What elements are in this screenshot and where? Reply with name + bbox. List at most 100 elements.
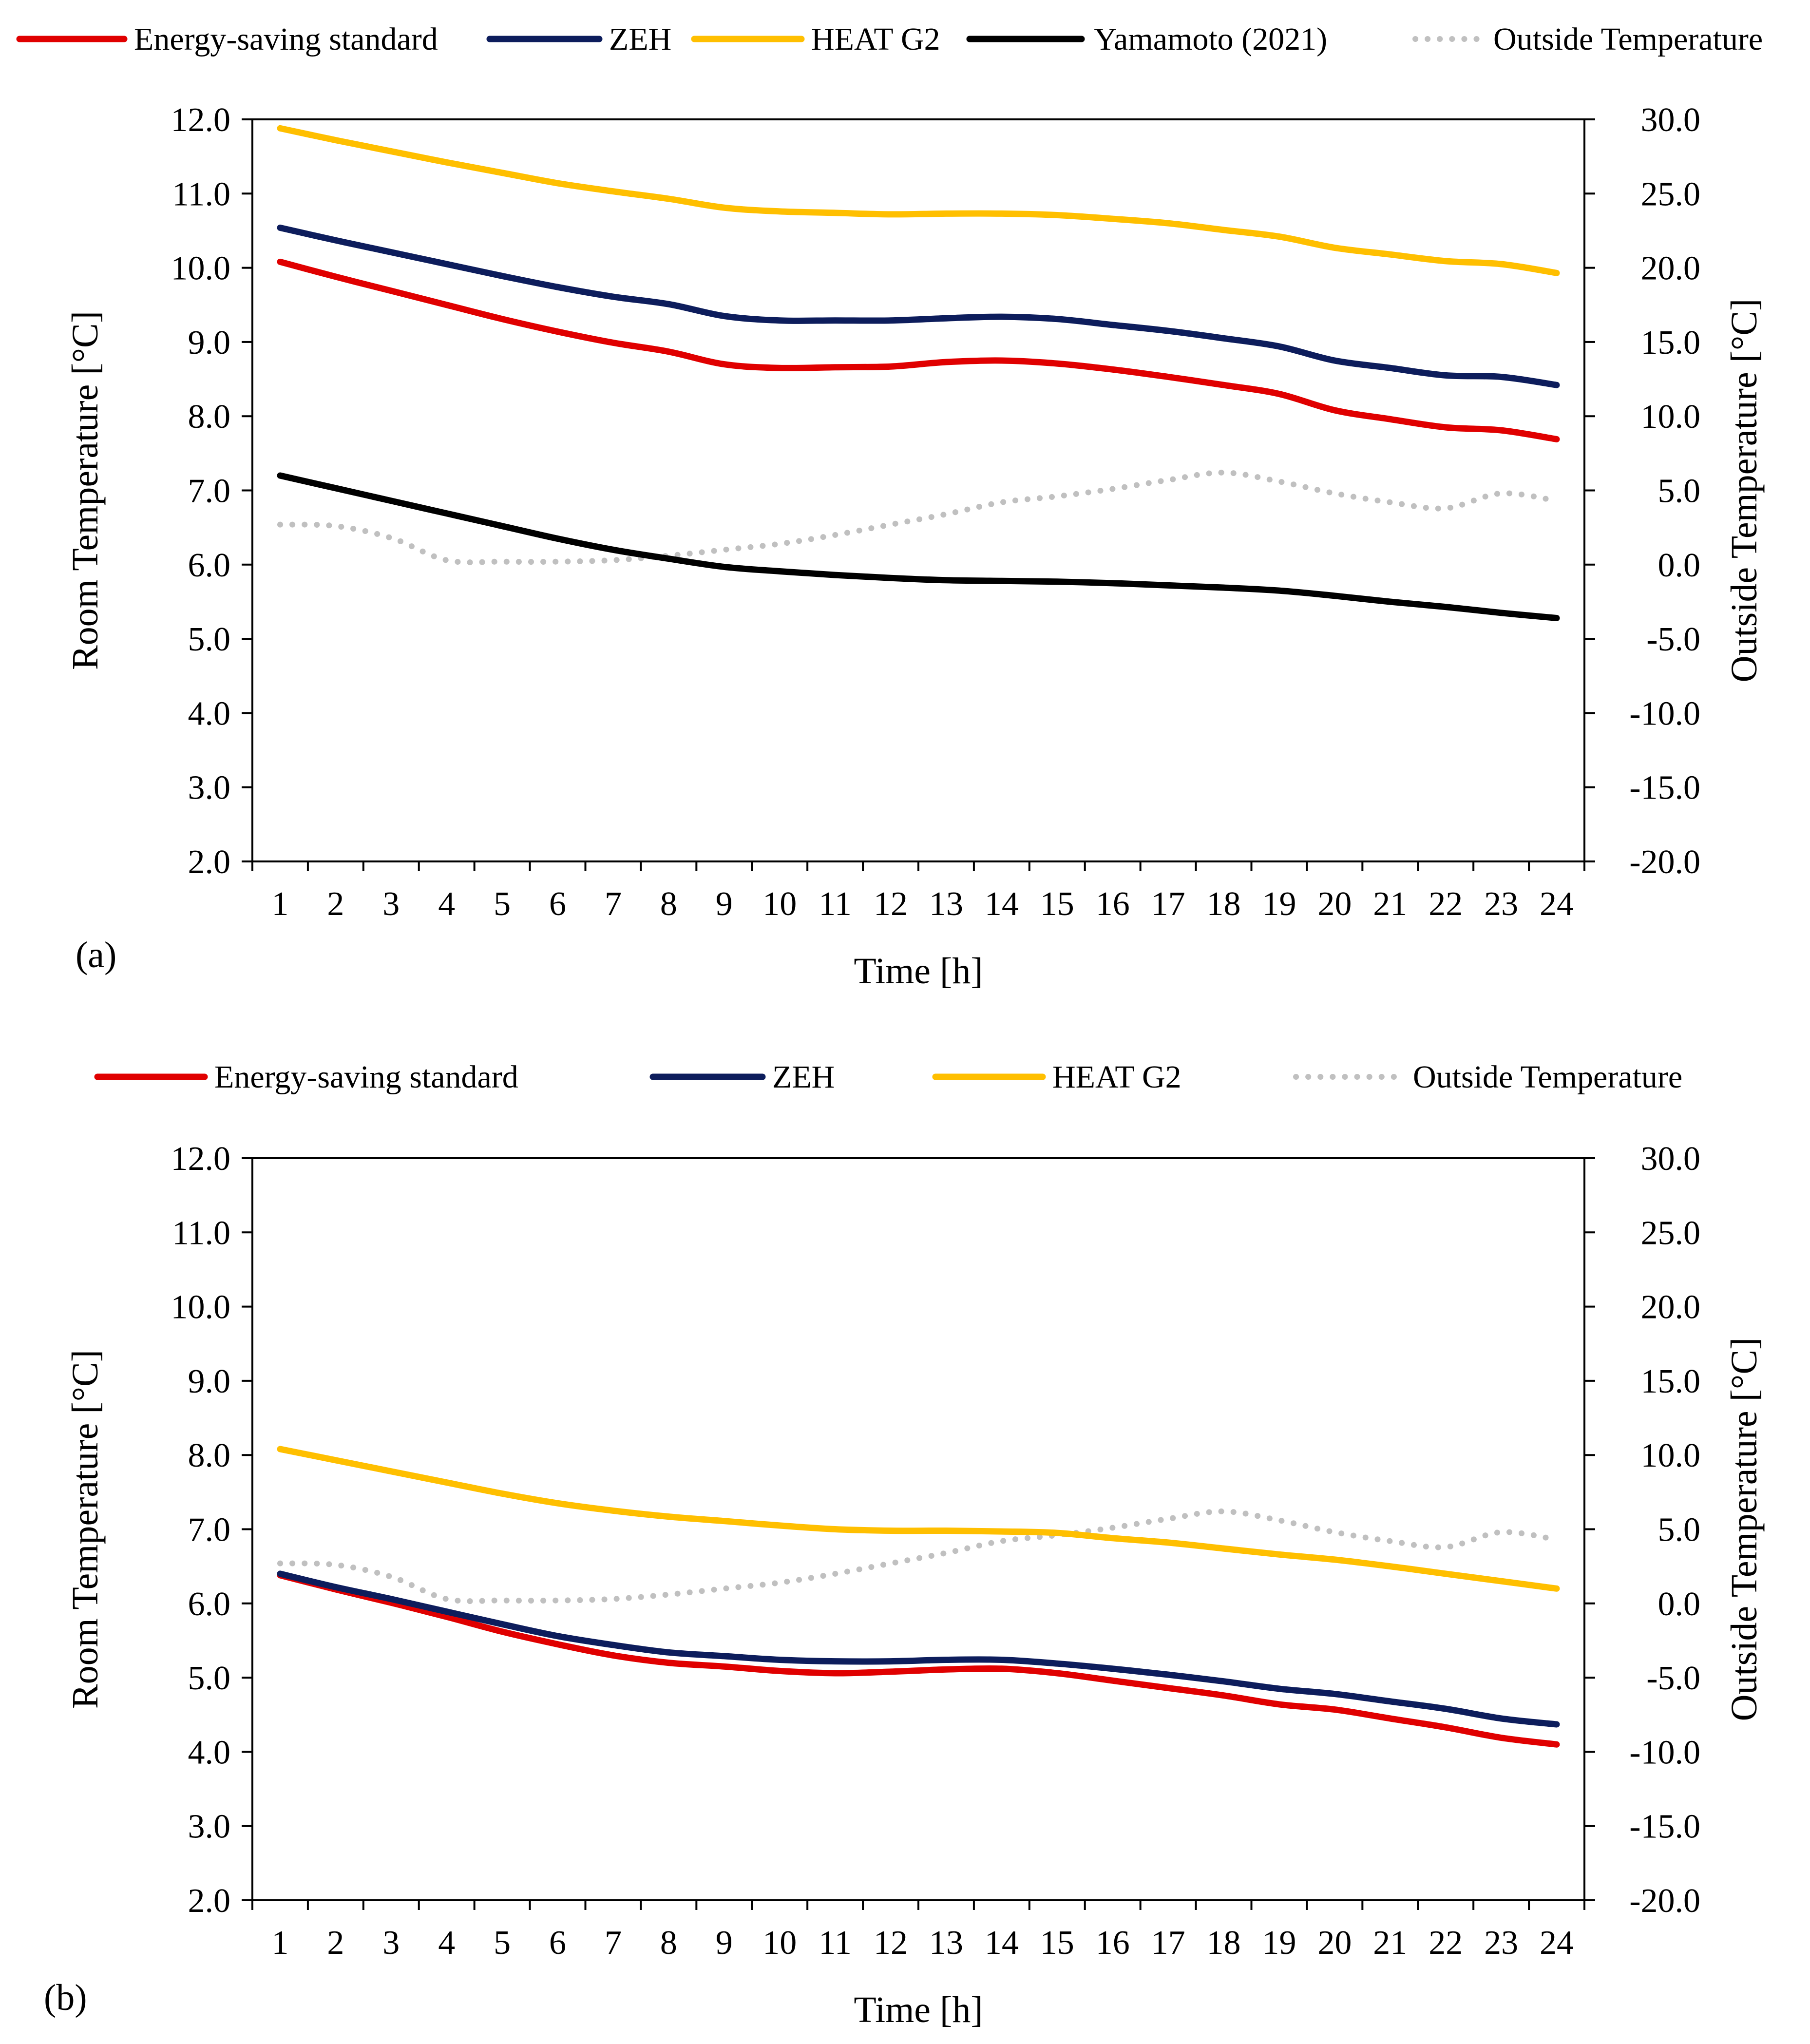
x-tick-label: 22 — [1429, 1924, 1463, 1962]
y-right-tick-label: -20.0 — [1629, 843, 1700, 881]
x-tick-label: 5 — [494, 1924, 511, 1962]
y-left-tick-label: 7.0 — [188, 473, 231, 510]
y-right-tick-label: -5.0 — [1646, 1660, 1700, 1697]
y-right-tick-label: 5.0 — [1658, 473, 1701, 510]
y-left-axis-label: Room Temperature [°C] — [65, 311, 106, 670]
y-right-tick-label: 30.0 — [1641, 1140, 1701, 1178]
y-left-tick-label: 6.0 — [188, 547, 231, 584]
legend-label-heat-g2: HEAT G2 — [1052, 1059, 1181, 1095]
y-right-tick-label: 30.0 — [1641, 101, 1701, 139]
x-tick-label: 24 — [1540, 885, 1574, 923]
legend-label-heat-g2: HEAT G2 — [811, 21, 940, 57]
x-tick-label: 9 — [716, 885, 733, 923]
series-line-outside-temperature — [277, 1508, 1560, 1605]
y-right-tick-label: 25.0 — [1641, 1214, 1701, 1252]
legend-label-outside-temperature: Outside Temperature — [1493, 21, 1763, 57]
y-right-tick-label: 0.0 — [1658, 1586, 1701, 1623]
y-left-tick-label: 7.0 — [188, 1511, 231, 1549]
y-left-axis-label: Room Temperature [°C] — [65, 1350, 106, 1709]
x-tick-label: 3 — [382, 1924, 400, 1962]
legend-label-yamamoto-2021: Yamamoto (2021) — [1094, 21, 1327, 57]
x-tick-label: 7 — [605, 1924, 622, 1962]
x-tick-label: 21 — [1373, 885, 1407, 923]
y-left-tick-label: 9.0 — [188, 1363, 231, 1400]
x-tick-label: 17 — [1151, 1924, 1185, 1962]
x-tick-label: 12 — [874, 885, 908, 923]
x-tick-label: 8 — [660, 885, 677, 923]
series-line-yamamoto-2021 — [277, 472, 1560, 621]
y-left-tick-label: 12.0 — [171, 101, 231, 139]
x-tick-label: 23 — [1484, 1924, 1518, 1962]
x-tick-label: 5 — [494, 885, 511, 923]
y-right-axis-label: Outside Temperature [°C] — [1724, 1337, 1765, 1721]
y-right-tick-label: 5.0 — [1658, 1511, 1701, 1549]
x-tick-label: 20 — [1317, 885, 1352, 923]
y-right-tick-label: 0.0 — [1658, 547, 1701, 584]
x-tick-label: 19 — [1262, 885, 1296, 923]
y-left-tick-label: 4.0 — [188, 1734, 231, 1771]
x-tick-label: 11 — [819, 1924, 851, 1962]
x-tick-label: 20 — [1317, 1924, 1352, 1962]
x-tick-label: 15 — [1040, 1924, 1074, 1962]
y-right-axis-label: Outside Temperature [°C] — [1724, 299, 1765, 683]
y-right-tick-label: -10.0 — [1629, 695, 1700, 732]
x-tick-label: 16 — [1096, 885, 1130, 923]
series-line-outside-temperature — [277, 469, 1560, 566]
x-tick-label: 14 — [985, 885, 1019, 923]
x-tick-label: 23 — [1484, 885, 1518, 923]
y-right-tick-label: -15.0 — [1629, 769, 1700, 807]
legend-label-zeh: ZEH — [609, 21, 671, 57]
x-tick-label: 3 — [382, 885, 400, 923]
x-tick-label: 6 — [549, 885, 566, 923]
y-right-tick-label: 20.0 — [1641, 1289, 1701, 1326]
series-line-heat-g2 — [277, 125, 1560, 276]
panel-label: (b) — [44, 1977, 87, 2018]
series-line-heat-g2 — [277, 1446, 1560, 1592]
y-left-tick-label: 3.0 — [188, 769, 231, 807]
y-right-tick-label: 15.0 — [1641, 1363, 1701, 1400]
x-tick-label: 15 — [1040, 885, 1074, 923]
y-left-tick-label: 3.0 — [188, 1808, 231, 1846]
legend-label-outside-temperature: Outside Temperature — [1413, 1059, 1682, 1095]
x-tick-label: 1 — [271, 1924, 288, 1962]
y-left-tick-label: 6.0 — [188, 1586, 231, 1623]
x-tick-label: 13 — [929, 1924, 963, 1962]
y-left-tick-label: 2.0 — [188, 1882, 231, 1920]
y-right-tick-label: -5.0 — [1646, 621, 1700, 658]
x-tick-label: 17 — [1151, 885, 1185, 923]
y-left-tick-label: 2.0 — [188, 843, 231, 881]
x-tick-label: 14 — [985, 1924, 1019, 1962]
y-left-tick-label: 9.0 — [188, 324, 231, 362]
series-line-zeh — [277, 1570, 1560, 1728]
x-tick-label: 2 — [327, 885, 344, 923]
y-right-tick-label: 15.0 — [1641, 324, 1701, 362]
y-right-tick-label: 20.0 — [1641, 250, 1701, 287]
y-left-tick-label: 8.0 — [188, 1437, 231, 1474]
x-tick-label: 7 — [605, 885, 622, 923]
series-line-energy-saving-standard — [277, 1572, 1560, 1748]
x-tick-label: 22 — [1429, 885, 1463, 923]
legend-label-energy-saving-standard: Energy-saving standard — [134, 21, 438, 57]
x-tick-label: 18 — [1207, 885, 1241, 923]
x-tick-label: 10 — [762, 885, 797, 923]
x-tick-label: 12 — [874, 1924, 908, 1962]
x-axis-label: Time [h] — [854, 951, 983, 992]
x-tick-label: 2 — [327, 1924, 344, 1962]
x-axis-label: Time [h] — [854, 1989, 983, 2030]
y-left-tick-label: 8.0 — [188, 398, 231, 436]
series-line-zeh — [277, 224, 1560, 388]
x-tick-label: 18 — [1207, 1924, 1241, 1962]
y-left-tick-label: 5.0 — [188, 621, 231, 658]
legend-label-energy-saving-standard: Energy-saving standard — [214, 1059, 518, 1095]
y-left-tick-label: 12.0 — [171, 1140, 231, 1178]
x-tick-label: 13 — [929, 885, 963, 923]
y-left-tick-label: 11.0 — [172, 1214, 230, 1252]
x-tick-label: 10 — [762, 1924, 797, 1962]
y-right-tick-label: 10.0 — [1641, 398, 1701, 436]
y-right-tick-label: -10.0 — [1629, 1734, 1700, 1771]
panel-label: (a) — [76, 935, 116, 975]
y-left-tick-label: 10.0 — [171, 1289, 231, 1326]
y-left-tick-label: 10.0 — [171, 250, 231, 287]
x-tick-label: 8 — [660, 1924, 677, 1962]
